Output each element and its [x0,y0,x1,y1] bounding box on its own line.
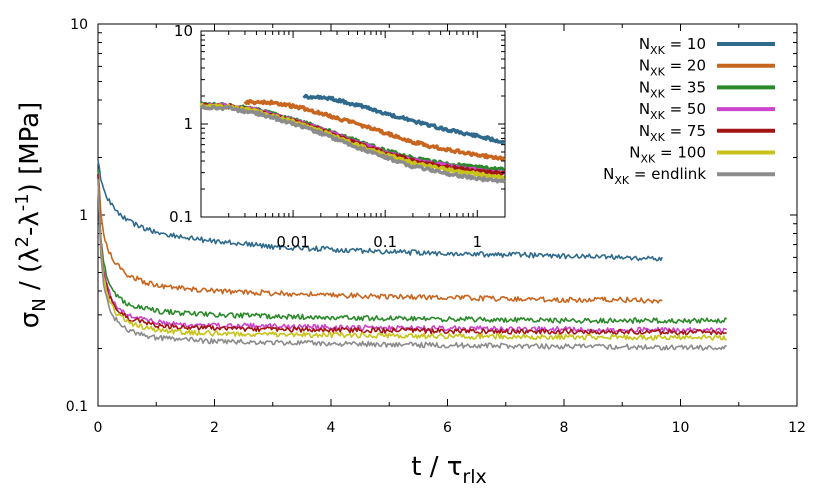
inset-frame [200,30,506,218]
series-line-n-xk-35 [97,169,727,324]
inset-series-line-n-xk-10 [302,93,506,145]
legend-label-nxk-35: NXK = 35 [639,78,706,100]
y-tick-label: 10 [70,17,88,33]
y-axis-title: σN / (λ2-λ-1) [MPa] [12,102,50,329]
x-tick-label: 6 [443,420,452,436]
series-line-n-xk-20 [97,169,663,304]
inset-x-tick-label: 0.1 [373,233,397,251]
legend-label-nxk-100: NXK = 100 [629,144,706,166]
series-line-n-xk-50 [97,174,727,334]
y-tick-label: 0.1 [66,399,88,415]
inset-y-tick-label: 1 [183,115,193,133]
x-tick-label: 12 [788,420,806,436]
series-line-n-xk-75 [97,174,727,336]
y-tick-label: 1 [79,208,88,224]
legend-label-nxk-50: NXK = 50 [639,100,706,122]
inset-y-tick-label: 10 [174,22,193,40]
x-tick-label: 2 [210,420,219,436]
inset-plot: 0.01 0.1 1 0.1 1 10 [169,22,507,251]
legend-label-nxk-75: NXK = 75 [639,122,706,144]
x-tick-label: 4 [327,420,336,436]
main-plot: 0 2 4 6 8 10 12 0.1 1 10 [66,17,806,436]
x-tick-label: 10 [672,420,690,436]
x-tick-label: 0 [94,420,103,436]
inset-series-line-n-xk-20 [243,99,506,162]
legend-label-nxk-20: NXK = 20 [639,57,706,79]
series-line-n-xk-endlink [97,179,727,351]
legend-label-nxk-10: NXK = 10 [639,35,706,57]
inset-series-line-n-xk-endlink [199,104,506,184]
series-line-n-xk-100 [97,179,727,341]
inset-x-tick-label: 0.01 [276,233,309,251]
x-axis-title: t / τrlx [411,452,486,488]
x-tick-label: 8 [560,420,569,436]
series-line-n-xk-10 [97,160,663,262]
inset-x-tick-label: 1 [473,233,483,251]
inset-y-tick-label: 0.1 [169,208,193,226]
legend-label-nxk-endlink: NXK = endlink [603,165,706,187]
